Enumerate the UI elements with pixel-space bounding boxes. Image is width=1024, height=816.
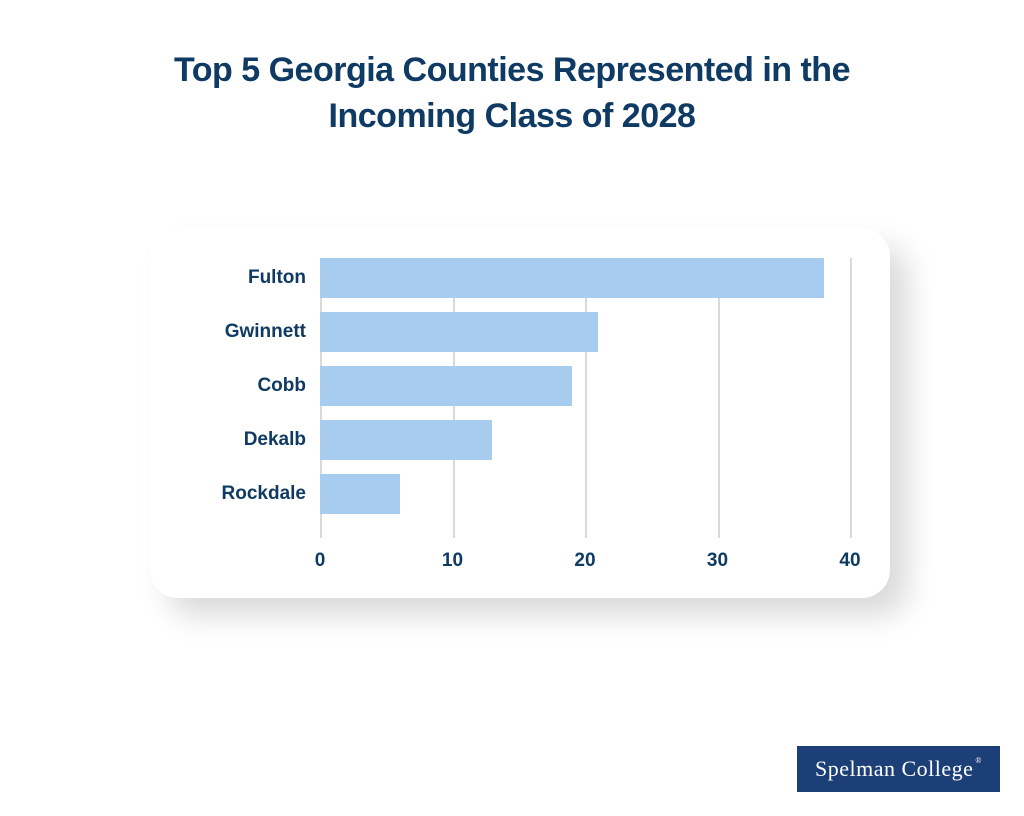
chart-title: Top 5 Georgia Counties Represented in th…: [0, 48, 1024, 140]
x-tick-label: 30: [707, 550, 728, 572]
logo-text: Spelman College: [815, 756, 973, 781]
x-tick-label: 10: [442, 550, 463, 572]
bar: [320, 312, 598, 352]
bar: [320, 474, 400, 514]
x-tick-label: 40: [839, 550, 860, 572]
title-line-1: Top 5 Georgia Counties Represented in th…: [0, 48, 1024, 94]
y-category-label: Cobb: [257, 375, 306, 397]
logo-badge: Spelman College®: [797, 746, 1000, 792]
bar: [320, 366, 572, 406]
x-tick-label: 0: [315, 550, 326, 572]
y-category-label: Gwinnett: [225, 321, 306, 343]
gridline: [585, 258, 587, 538]
chart-plot-area: 010203040FultonGwinnettCobbDekalbRockdal…: [320, 258, 850, 538]
x-tick-label: 20: [574, 550, 595, 572]
bar: [320, 258, 824, 298]
chart-card: 0 10 20 30 40 Fulton Gwinnett Cobb Dekalb Rockdal…: [150, 228, 890, 598]
y-category-label: Dekalb: [244, 429, 306, 451]
plot: 010203040FultonGwinnettCobbDekalbRockdal…: [320, 258, 850, 538]
bar: [320, 420, 492, 460]
gridline: [850, 258, 852, 538]
gridline: [718, 258, 720, 538]
y-category-label: Fulton: [248, 267, 306, 289]
logo-registered: ®: [975, 756, 982, 765]
y-category-label: Rockdale: [222, 483, 306, 505]
title-line-2: Incoming Class of 2028: [0, 94, 1024, 140]
